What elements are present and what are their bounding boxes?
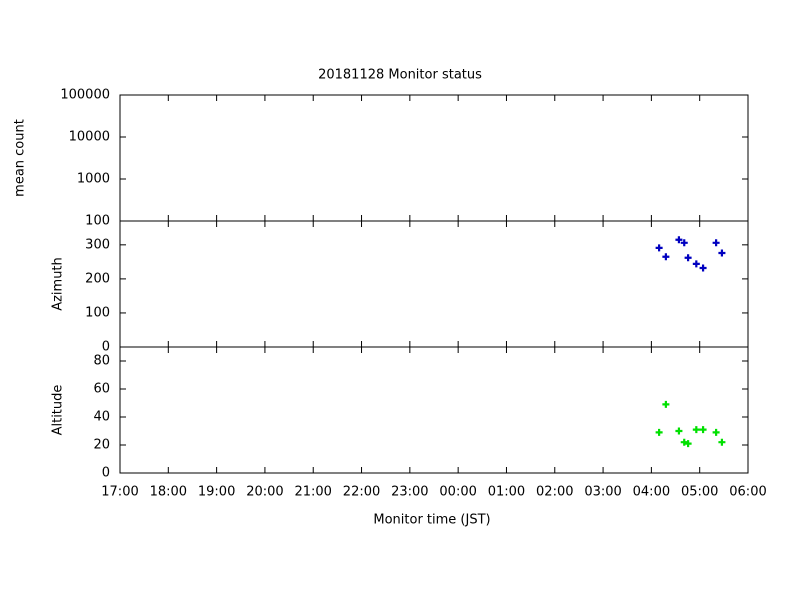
x-tick-label: 02:00 xyxy=(536,485,573,500)
y-axis-label: Altitude xyxy=(51,385,66,436)
y-tick-label: 200 xyxy=(85,271,110,286)
y-tick-label: 100 xyxy=(85,305,110,320)
y-tick-label: 0 xyxy=(102,340,110,355)
data-point xyxy=(718,249,726,257)
data-point xyxy=(692,426,700,434)
data-point xyxy=(718,438,726,446)
y-tick-label: 0 xyxy=(102,466,110,481)
data-point xyxy=(675,427,683,435)
x-tick-label: 18:00 xyxy=(150,485,187,500)
chart-title: 20181128 Monitor status xyxy=(318,68,482,83)
x-axis-label: Monitor time (JST) xyxy=(373,513,490,528)
y-tick-label: 80 xyxy=(93,354,110,369)
y-tick-label: 100 xyxy=(85,214,110,229)
data-point xyxy=(662,400,670,408)
data-point xyxy=(655,244,663,252)
plot-frame xyxy=(119,346,749,474)
y-tick-label: 10000 xyxy=(69,130,110,145)
data-point xyxy=(699,264,707,272)
x-tick-label: 22:00 xyxy=(343,485,380,500)
data-point xyxy=(712,239,720,247)
x-tick-label: 06:00 xyxy=(729,485,766,500)
data-point xyxy=(692,260,700,268)
data-point xyxy=(680,438,688,446)
y-tick-label: 40 xyxy=(93,410,110,425)
data-point xyxy=(675,236,683,244)
x-tick-label: 01:00 xyxy=(488,485,525,500)
x-tick-label: 19:00 xyxy=(198,485,235,500)
y-axis-label: Azimuth xyxy=(51,257,66,311)
y-axis-label: mean count xyxy=(13,119,28,197)
data-point xyxy=(699,426,707,434)
y-tick-label: 60 xyxy=(93,382,110,397)
x-tick-label: 00:00 xyxy=(439,485,476,500)
data-point xyxy=(662,253,670,261)
x-tick-label: 04:00 xyxy=(633,485,670,500)
x-tick-label: 20:00 xyxy=(246,485,283,500)
y-tick-label: 20 xyxy=(93,438,110,453)
data-point xyxy=(712,428,720,436)
data-point xyxy=(684,254,692,262)
x-tick-label: 21:00 xyxy=(294,485,331,500)
x-tick-label: 23:00 xyxy=(391,485,428,500)
data-point xyxy=(655,428,663,436)
y-tick-label: 100000 xyxy=(60,88,110,103)
y-tick-label: 1000 xyxy=(77,172,110,187)
y-tick-label: 300 xyxy=(85,237,110,252)
data-point xyxy=(680,239,688,247)
x-tick-label: 17:00 xyxy=(101,485,138,500)
x-tick-label: 03:00 xyxy=(584,485,621,500)
x-tick-label: 05:00 xyxy=(681,485,718,500)
data-point xyxy=(684,440,692,448)
